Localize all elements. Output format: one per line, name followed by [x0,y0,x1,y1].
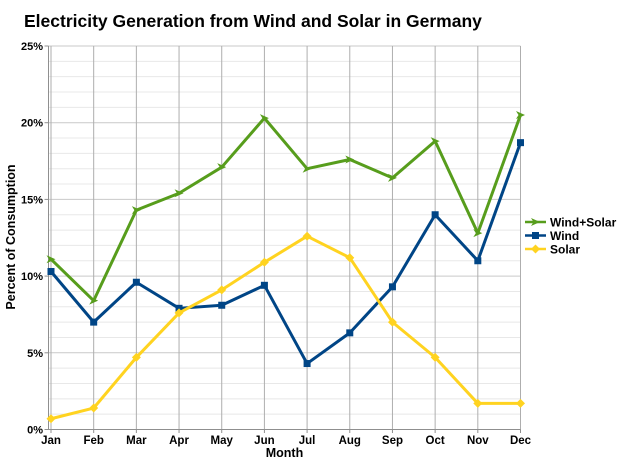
x-tick-label: Feb [83,435,103,447]
data-point-wind [303,360,311,368]
data-point-wind-solar [131,206,141,215]
data-point-wind [517,139,524,147]
data-point-wind-solar [516,111,525,120]
data-point-wind-solar [430,137,440,146]
series-line-wind-solar [49,113,522,303]
data-point-solar [217,285,227,295]
data-point-solar [174,308,184,318]
x-tick-label: Oct [426,435,445,447]
data-point-solar [131,352,141,362]
x-tick-label: May [211,435,234,447]
data-point-wind [260,281,268,289]
y-tick-label: 0% [27,425,43,437]
legend-label-wind-solar: Wind+Solar [550,216,617,230]
data-point-wind [175,304,183,312]
y-tick-label: 20% [21,118,43,130]
data-point-wind-solar [345,155,355,164]
data-point-solar [430,352,440,362]
data-point-wind [474,257,482,265]
data-point-solar [89,403,99,413]
series-line-solar [49,234,522,421]
data-point-wind [47,267,55,275]
x-tick-label: Jan [41,435,61,447]
data-point-wind [218,301,226,309]
data-point-wind-solar [259,114,269,123]
data-point-wind [132,278,140,286]
x-tick-label: Nov [467,435,489,447]
data-point-wind-solar [46,255,56,264]
data-point-solar [259,257,269,267]
series-line-wind [49,141,522,366]
data-point-wind [431,211,439,219]
y-tick-label: 5% [27,348,43,360]
data-point-solar [516,398,525,408]
data-point-solar [473,398,483,408]
x-tick-label: Jun [254,435,274,447]
data-point-wind-solar [302,164,312,173]
data-point-solar [302,231,312,241]
data-point-solar [345,253,355,263]
chart-title: Electricity Generation from Wind and Sol… [24,11,482,31]
x-tick-label: Aug [339,435,361,447]
y-tick-label: 25% [21,41,43,53]
x-tick-label: Apr [169,435,189,447]
legend-label-solar: Solar [550,243,580,257]
legend-marker-solar [531,244,540,254]
y-tick-label: 15% [21,194,43,206]
data-point-wind [90,318,98,326]
x-tick-label: Mar [126,435,147,447]
x-tick-label: Dec [510,435,532,447]
data-point-solar [46,414,56,424]
data-point-wind [388,283,396,291]
x-tick-label: Jul [299,435,316,447]
legend-marker-wind [532,232,539,239]
y-tick-label: 10% [21,271,43,283]
data-point-wind [346,329,354,337]
legend-label-wind: Wind [550,229,579,243]
data-point-wind-solar [473,229,483,238]
x-axis-title: Month [266,446,303,460]
data-point-wind-solar [174,189,184,198]
y-axis-title: Percent of Consumption [4,164,18,309]
data-point-wind-solar [217,163,227,172]
data-point-solar [387,317,397,327]
data-point-wind-solar [387,173,397,182]
legend-marker-wind-solar [531,218,540,226]
x-tick-label: Sep [382,435,403,447]
data-point-wind-solar [89,296,99,305]
